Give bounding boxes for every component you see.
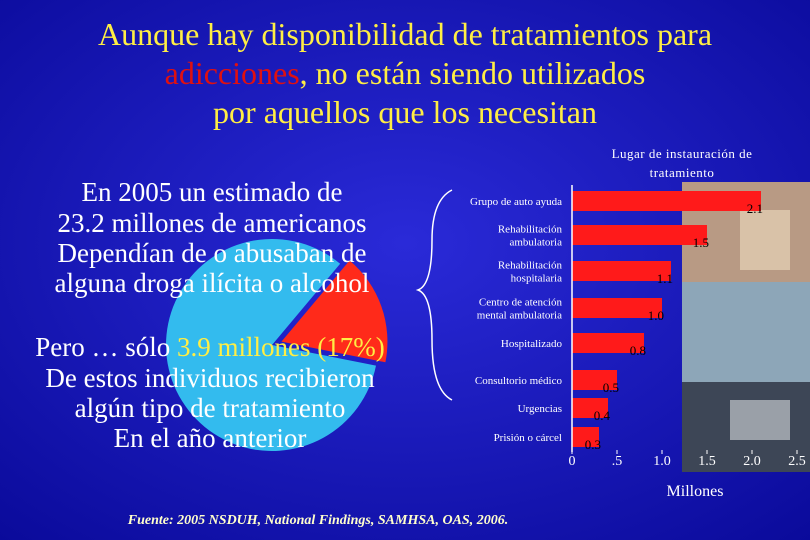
bar <box>572 370 617 390</box>
bar-chart: Lugar de instauración de tratamiento 2.1 Gr… <box>470 146 806 500</box>
value-label: 1.1 <box>657 271 673 286</box>
photo <box>740 210 790 270</box>
note-text-part: 3.9 millones (17%) <box>177 332 385 362</box>
category-label: Grupo de auto ayuda <box>470 196 562 208</box>
category-label: Rehabilitación <box>498 224 563 236</box>
title-part: Aunque hay disponibilidad de tratamiento… <box>98 16 712 52</box>
title-part: , no están siendo utilizados <box>300 55 646 91</box>
bar <box>572 261 671 281</box>
photo <box>682 282 810 382</box>
x-axis-label: Millones <box>667 483 724 500</box>
x-tick-label: 1.5 <box>698 454 716 469</box>
title: Aunque hay disponibilidad de tratamiento… <box>98 16 712 52</box>
title: adicciones, no están siendo utilizados <box>165 55 646 91</box>
value-label: 1.5 <box>693 235 709 250</box>
title-part: adicciones <box>165 55 300 91</box>
x-tick-label: 1.0 <box>653 454 671 469</box>
intro-text-part: alguna droga ilícita o alcohol <box>55 268 370 298</box>
bar <box>572 333 644 353</box>
note-text: De estos individuos recibieron <box>45 363 375 393</box>
title: por aquellos que los necesitan <box>213 94 597 130</box>
x-tick-label: 2.5 <box>788 454 806 469</box>
note-text-part: algún tipo de tratamiento <box>75 393 346 423</box>
category-label: ambulatoria <box>509 237 562 249</box>
intro-text-part: En 2005 un estimado de <box>82 177 343 207</box>
chart-title: Lugar de instauración de <box>612 146 753 161</box>
category-label: hospitalaria <box>511 273 562 285</box>
pie <box>165 238 388 451</box>
intro-text-part: 23.2 millones de americanos <box>58 208 367 238</box>
value-label: 0.3 <box>585 437 601 452</box>
category-label: Rehabilitación <box>498 260 563 272</box>
category-label: mental ambulatoria <box>477 310 562 322</box>
category-label: Prisión o cárcel <box>494 432 562 444</box>
intro-text: 23.2 millones de americanos <box>58 208 367 238</box>
x-tick-label: 2.0 <box>743 454 761 469</box>
bar <box>572 398 608 418</box>
value-label: 2.1 <box>747 201 763 216</box>
bar <box>572 427 599 447</box>
note-text-part: De estos individuos recibieron <box>45 363 375 393</box>
value-label: 0.8 <box>630 343 646 358</box>
note-text: algún tipo de tratamiento <box>75 393 346 423</box>
bar <box>572 298 662 318</box>
bar <box>572 225 707 245</box>
intro-text: En 2005 un estimado de <box>82 177 343 207</box>
x-tick-label: 0 <box>569 454 576 469</box>
category-label: Centro de atención <box>479 297 563 309</box>
intro-text: alguna droga ilícita o alcohol <box>55 268 370 298</box>
intro-text: Dependían de o abusaban de <box>58 238 367 268</box>
photo <box>730 400 790 440</box>
note-text: En el año anterior <box>114 423 307 453</box>
photo-collage <box>682 182 810 472</box>
note-text-part: Pero … sólo <box>35 332 177 362</box>
note-text-part: En el año anterior <box>114 423 307 453</box>
bar <box>572 191 761 211</box>
value-label: 0.4 <box>594 408 611 423</box>
source: Fuente: 2005 NSDUH, National Findings, S… <box>127 513 508 528</box>
x-tick-label: .5 <box>612 454 623 469</box>
chart-title: tratamiento <box>650 165 715 180</box>
slide-text: Aunque hay disponibilidad de tratamiento… <box>35 16 712 528</box>
note-text: Pero … sólo 3.9 millones (17%) <box>35 332 384 362</box>
category-label: Urgencias <box>518 403 562 415</box>
title-part: por aquellos que los necesitan <box>213 94 597 130</box>
pie-slice <box>165 238 376 451</box>
value-label: 0.5 <box>603 380 619 395</box>
value-label: 1.0 <box>648 308 664 323</box>
brace <box>415 189 453 401</box>
category-label: Consultorio médico <box>475 375 563 387</box>
category-label: Hospitalizado <box>501 338 563 350</box>
intro-text-part: Dependían de o abusaban de <box>58 238 367 268</box>
pie-slice <box>281 260 388 363</box>
